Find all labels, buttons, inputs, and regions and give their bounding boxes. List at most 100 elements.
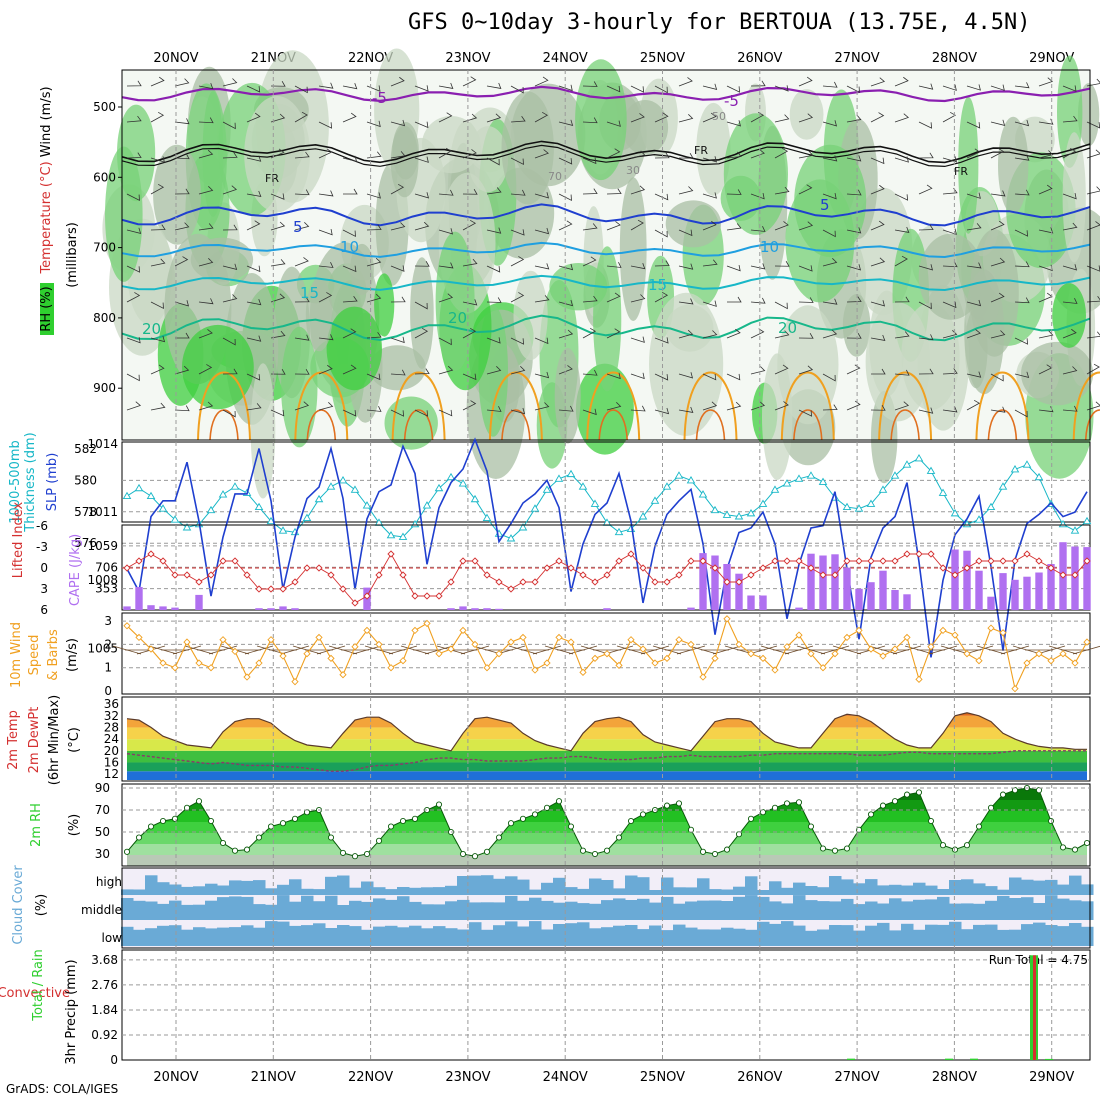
wind-barb bbox=[1062, 147, 1077, 159]
slp-tick-label: 1005 bbox=[87, 641, 118, 655]
lifted-index-markers-point bbox=[135, 557, 143, 565]
wind-barb bbox=[990, 406, 1006, 413]
wind-speed-markers-point bbox=[939, 626, 947, 635]
cloud-cell bbox=[985, 900, 998, 920]
lifted-index-markers-point bbox=[423, 592, 431, 600]
cloud-cell bbox=[757, 896, 770, 920]
wind-speed-markers-point bbox=[999, 629, 1007, 637]
temp-label-2: (6hr Min/Max) bbox=[47, 695, 62, 785]
cloud-cell bbox=[853, 904, 866, 920]
wind-label-2: & Barbs bbox=[46, 629, 61, 681]
temp-band bbox=[127, 762, 1087, 772]
rh-markers-point bbox=[471, 853, 479, 860]
cloud-cell bbox=[373, 887, 386, 895]
cape-bar bbox=[147, 605, 155, 610]
lifted-index-markers-point bbox=[927, 550, 935, 558]
precip-convective-label: Convective bbox=[0, 986, 70, 1001]
lifted-index-markers-point bbox=[831, 571, 839, 579]
wind-barb bbox=[870, 220, 885, 231]
wind-barb bbox=[414, 156, 429, 163]
cloud-level-label: high bbox=[96, 875, 122, 889]
isotherm-arc-inner bbox=[695, 409, 726, 441]
wind-speed-markers-point bbox=[867, 645, 875, 653]
wind-barb bbox=[630, 294, 646, 303]
cloud-cell bbox=[973, 903, 986, 920]
wind-barb bbox=[1062, 115, 1078, 123]
slp-label: SLP (mb) bbox=[45, 453, 60, 512]
wind-barb bbox=[654, 152, 670, 159]
cloud-cell bbox=[421, 904, 434, 920]
wind-barb bbox=[1014, 297, 1030, 304]
cloud-cell bbox=[937, 896, 950, 920]
wind-barb bbox=[966, 329, 981, 339]
wind-speed-markers-point bbox=[315, 633, 323, 642]
lifted-index-markers-point bbox=[903, 550, 911, 558]
wind-barb bbox=[558, 119, 574, 126]
wind-speed-markers-point bbox=[975, 657, 983, 665]
wind-speed-markers-point bbox=[579, 668, 587, 676]
wind-speed-markers-point bbox=[831, 650, 839, 658]
wind-barb bbox=[630, 372, 645, 380]
upper-ytick-label: 600 bbox=[93, 170, 116, 184]
wind-barb bbox=[246, 335, 262, 342]
wind-barb bbox=[774, 221, 789, 231]
cape-bar bbox=[711, 555, 719, 610]
wind-barb bbox=[174, 300, 190, 307]
rh-markers-point bbox=[675, 800, 683, 807]
rh-blob bbox=[549, 263, 608, 311]
temp-tick-label: 32 bbox=[104, 709, 119, 723]
cloud-cell bbox=[973, 883, 986, 895]
cloud-cell bbox=[1009, 929, 1022, 946]
cloud-cell bbox=[325, 928, 338, 946]
cloud-cell bbox=[313, 889, 326, 895]
wind-barb bbox=[798, 150, 814, 159]
cloud-cell bbox=[361, 881, 374, 895]
isotherm-10 bbox=[121, 241, 1091, 259]
cape-bar bbox=[891, 590, 899, 610]
rh-markers-point bbox=[627, 817, 635, 825]
wind-barb bbox=[150, 156, 165, 163]
wind-barb bbox=[798, 221, 814, 231]
wind-speed-markers-point bbox=[435, 650, 443, 658]
rh-label: 2m RH bbox=[29, 803, 44, 847]
wind-speed-markers-point bbox=[819, 664, 827, 672]
rh-blob bbox=[390, 125, 419, 198]
cloud-cell bbox=[349, 926, 362, 946]
wind-barb bbox=[894, 296, 910, 303]
cape-bar bbox=[1011, 579, 1019, 611]
cloud-cell bbox=[577, 922, 590, 946]
wind-barb bbox=[198, 83, 214, 90]
cloud-cell bbox=[673, 924, 686, 946]
wind-speed-markers-point bbox=[699, 673, 707, 681]
wind-barb bbox=[198, 117, 214, 124]
lifted-index-markers-point bbox=[183, 571, 191, 579]
cape-bar bbox=[963, 550, 971, 610]
precip-hgrid bbox=[122, 959, 1090, 1036]
wind-tick-label: 0 bbox=[104, 684, 112, 698]
cloud-cell bbox=[673, 903, 686, 920]
wind-barb bbox=[270, 259, 286, 267]
wind-barb bbox=[534, 371, 550, 379]
wind-barb bbox=[510, 189, 526, 196]
wind-speed-markers-point bbox=[555, 633, 563, 642]
cloud-cell bbox=[769, 881, 782, 895]
wind-barb bbox=[846, 332, 862, 339]
wind-barb bbox=[678, 263, 694, 270]
wind-barb bbox=[606, 120, 621, 127]
wind-barb bbox=[558, 329, 574, 339]
wind-speed-markers-point bbox=[1083, 638, 1091, 646]
lifted-index-markers-point bbox=[1059, 571, 1067, 579]
cloud-cell bbox=[529, 897, 542, 920]
isotherm-label: 15 bbox=[648, 276, 667, 294]
thickness-markers-point bbox=[146, 491, 156, 500]
cloud-cell bbox=[697, 878, 710, 895]
wind-barb bbox=[150, 335, 166, 343]
cloud-cell bbox=[1057, 884, 1070, 895]
wind-barb bbox=[990, 148, 1005, 159]
cloud-cell bbox=[769, 901, 782, 920]
wind-barb bbox=[1062, 298, 1078, 304]
wind-barb bbox=[390, 183, 405, 195]
wind-hgrid bbox=[122, 620, 1090, 669]
wind-barb bbox=[390, 151, 406, 159]
wind-barb bbox=[966, 121, 981, 129]
